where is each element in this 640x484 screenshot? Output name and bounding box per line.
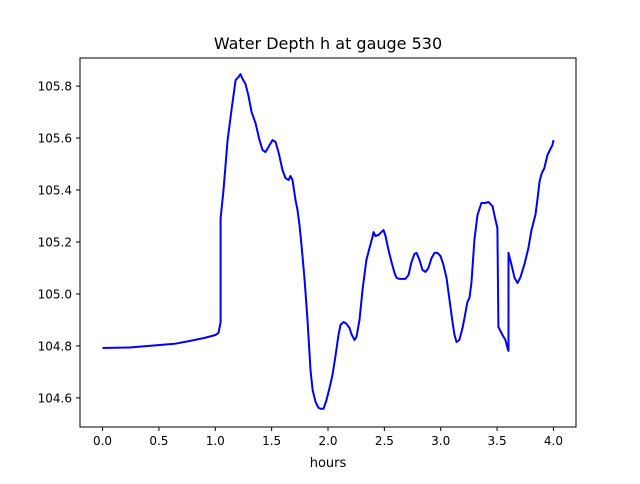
x-tick-label: 1.0: [206, 434, 225, 448]
x-tick-label: 2.5: [375, 434, 394, 448]
x-tick-label: 3.0: [431, 434, 450, 448]
chart-title: Water Depth h at gauge 530: [214, 34, 442, 53]
x-tick-label: 4.0: [544, 434, 563, 448]
y-tick-label: 105.6: [38, 132, 72, 146]
x-tick-label: 2.0: [318, 434, 337, 448]
y-tick-label: 105.4: [38, 184, 72, 198]
x-tick-label: 0.0: [93, 434, 112, 448]
y-tick-label: 104.8: [38, 339, 72, 353]
axes-frame: [79, 57, 577, 428]
x-tick-label: 1.5: [262, 434, 281, 448]
x-tick-label: 3.5: [488, 434, 507, 448]
x-axis-label: hours: [310, 456, 347, 471]
y-tick-label: 105.0: [38, 287, 72, 301]
x-tick-label: 0.5: [149, 434, 168, 448]
y-axis-ticks: 104.6 104.8 105.0 105.2 105.4 105.6 105.8: [38, 80, 80, 405]
series-line-h: [102, 73, 555, 410]
y-tick-label: 105.8: [38, 80, 72, 94]
y-tick-label: 105.2: [38, 235, 72, 249]
y-tick-label: 104.6: [38, 391, 72, 405]
x-axis-ticks: 0.0 0.5 1.0 1.5 2.0 2.5 3.0 3.5 4.0: [93, 427, 563, 448]
